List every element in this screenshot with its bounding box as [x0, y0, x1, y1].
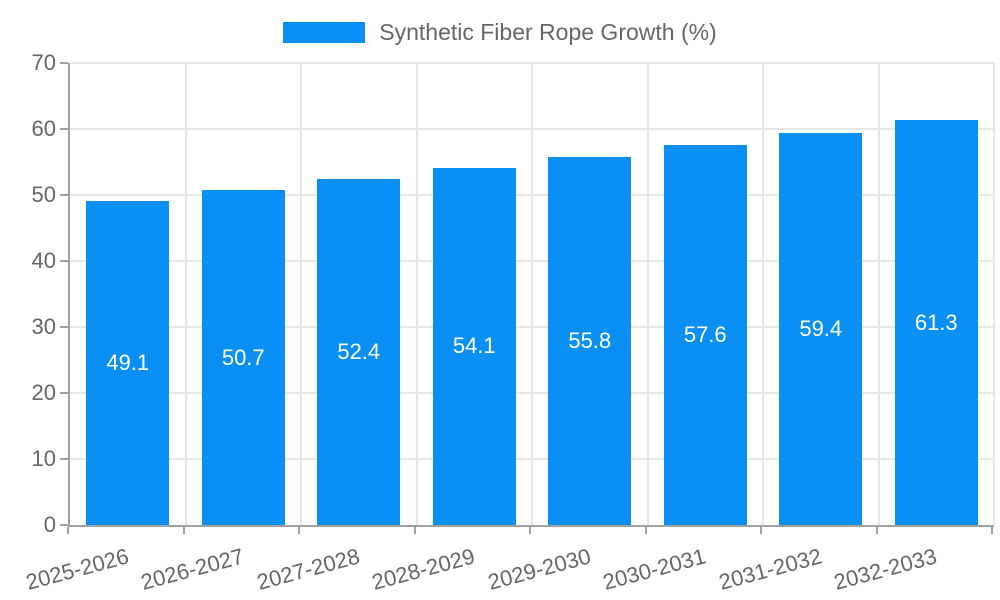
gridline-vertical — [877, 63, 880, 525]
legend-label: Synthetic Fiber Rope Growth (%) — [379, 19, 717, 45]
x-tick-label: 2028-2029 — [369, 543, 478, 595]
x-tick-label: 2026-2027 — [138, 543, 247, 595]
x-axis-tick — [298, 527, 300, 534]
y-tick-label: 30 — [31, 314, 56, 339]
gridline-vertical — [762, 63, 764, 525]
x-tick-label: 2031-2032 — [715, 543, 824, 595]
x-tick-label: 2029-2030 — [484, 543, 593, 595]
gridline-vertical — [531, 63, 533, 525]
y-axis-tick — [60, 128, 68, 130]
x-axis-tick — [413, 527, 416, 534]
y-tick-label: 40 — [31, 248, 56, 273]
bar[interactable] — [86, 200, 170, 525]
x-tick-label: 2027-2028 — [253, 543, 362, 595]
y-axis-tick — [60, 326, 68, 328]
gridline-vertical — [300, 63, 302, 525]
x-axis-tick — [991, 527, 993, 534]
y-tick-label: 10 — [31, 446, 56, 471]
y-tick-label: 20 — [31, 380, 56, 405]
x-axis-tick — [875, 527, 878, 534]
y-tick-label: 0 — [43, 512, 56, 537]
plot-area: 49.1 50.7 52.4 54.1 55.8 57.6 59.4 61.3 — [60, 62, 995, 527]
y-axis-tick — [60, 194, 68, 196]
gridline-vertical — [415, 63, 418, 525]
y-tick-label: 60 — [31, 116, 56, 141]
x-axis-tick — [760, 527, 762, 534]
x-tick-label: 2030-2031 — [600, 543, 709, 595]
bar[interactable] — [201, 190, 285, 525]
y-axis-tick — [60, 524, 68, 526]
bar-value-label: 54.1 — [452, 333, 496, 359]
bar-value-label: 57.6 — [683, 321, 727, 347]
bar[interactable] — [663, 144, 747, 525]
bar[interactable] — [779, 132, 863, 525]
bar-value-label: 55.8 — [568, 327, 612, 353]
x-tick-label: 2032-2033 — [831, 543, 940, 595]
x-axis-tick — [644, 527, 647, 534]
x-tick-label: 2025-2026 — [22, 543, 131, 595]
bar[interactable] — [317, 179, 401, 525]
y-tick-label: 70 — [31, 50, 56, 75]
x-axis-tick — [529, 527, 531, 534]
x-axis-tick — [182, 527, 185, 534]
y-axis-tick — [60, 62, 68, 64]
bar-value-label: 61.3 — [914, 309, 958, 335]
bar[interactable] — [548, 156, 632, 525]
legend[interactable]: Synthetic Fiber Rope Growth (%) — [0, 19, 1000, 45]
y-axis-tick — [60, 458, 68, 460]
bar[interactable] — [894, 120, 978, 525]
y-axis-tick — [60, 392, 68, 394]
y-tick-label: 50 — [31, 182, 56, 207]
y-axis-tick — [60, 260, 68, 262]
bar-value-label: 52.4 — [337, 339, 381, 365]
bar[interactable] — [432, 167, 516, 525]
gridline-vertical — [646, 63, 649, 525]
legend-swatch — [283, 21, 366, 43]
bar-value-label: 59.4 — [799, 315, 843, 341]
gridline-vertical — [993, 63, 995, 525]
bar-value-label: 50.7 — [221, 344, 265, 370]
bar-value-label: 49.1 — [106, 349, 150, 375]
gridline-vertical — [184, 63, 187, 525]
x-axis-tick — [67, 527, 69, 534]
